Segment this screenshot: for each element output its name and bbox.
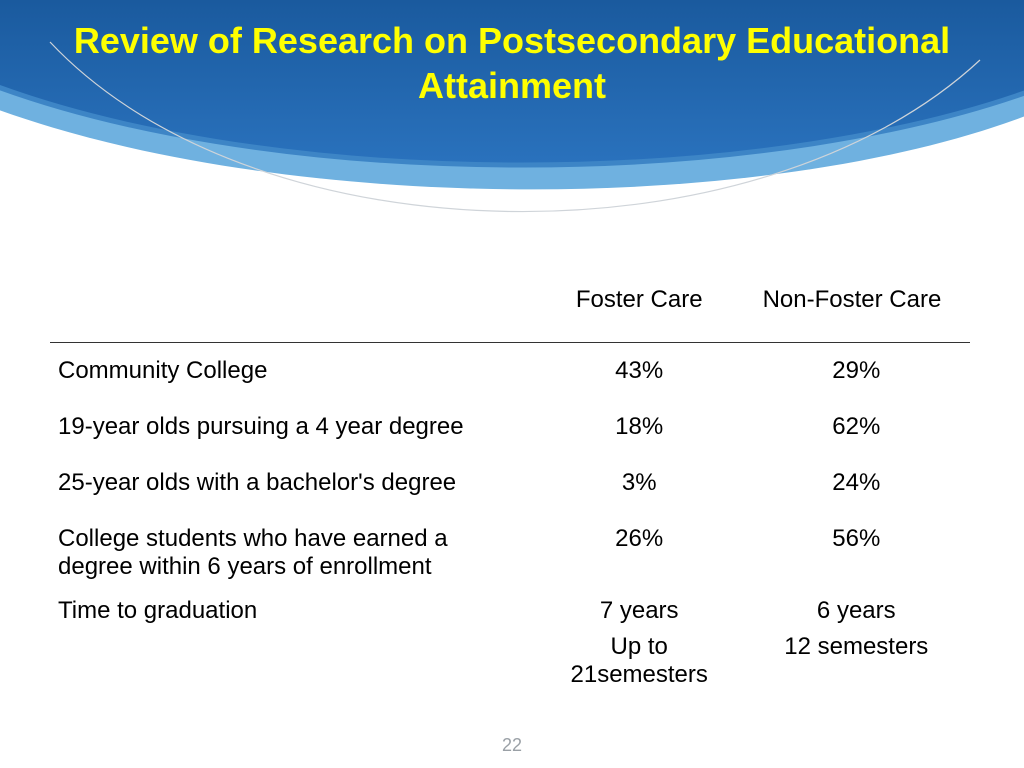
row-nonfoster-value: 29% [743,343,970,400]
col-header-foster: Foster Care [536,280,743,343]
row-label: College students who have earned a degre… [50,511,536,595]
row-label: Time to graduation [50,595,536,631]
row-nonfoster-value: 62% [743,399,970,455]
row-label: 25-year olds with a bachelor's degree [50,455,536,511]
row-foster-value: Up to 21semesters [536,631,743,695]
table-row: College students who have earned a degre… [50,511,970,595]
row-label: 19-year olds pursuing a 4 year degree [50,399,536,455]
page-number: 22 [0,735,1024,756]
table-row: 19-year olds pursuing a 4 year degree 18… [50,399,970,455]
table-header-row: Foster Care Non-Foster Care [50,280,970,343]
table-row: Community College 43% 29% [50,343,970,400]
data-table: Foster Care Non-Foster Care Community Co… [50,280,970,695]
row-nonfoster-value: 56% [743,511,970,595]
col-header-blank [50,280,536,343]
col-header-nonfoster: Non-Foster Care [743,280,970,343]
row-nonfoster-value: 12 semesters [743,631,970,695]
row-label: Community College [50,343,536,400]
row-foster-value: 26% [536,511,743,595]
table-row: 25-year olds with a bachelor's degree 3%… [50,455,970,511]
slide: Review of Research on Postsecondary Educ… [0,0,1024,768]
row-foster-value: 43% [536,343,743,400]
data-table-container: Foster Care Non-Foster Care Community Co… [50,280,970,695]
slide-title: Review of Research on Postsecondary Educ… [0,18,1024,108]
row-label [50,631,536,695]
row-nonfoster-value: 6 years [743,595,970,631]
row-foster-value: 18% [536,399,743,455]
row-foster-value: 3% [536,455,743,511]
table-row: Time to graduation 7 years 6 years [50,595,970,631]
row-foster-value: 7 years [536,595,743,631]
table-row: Up to 21semesters 12 semesters [50,631,970,695]
row-nonfoster-value: 24% [743,455,970,511]
